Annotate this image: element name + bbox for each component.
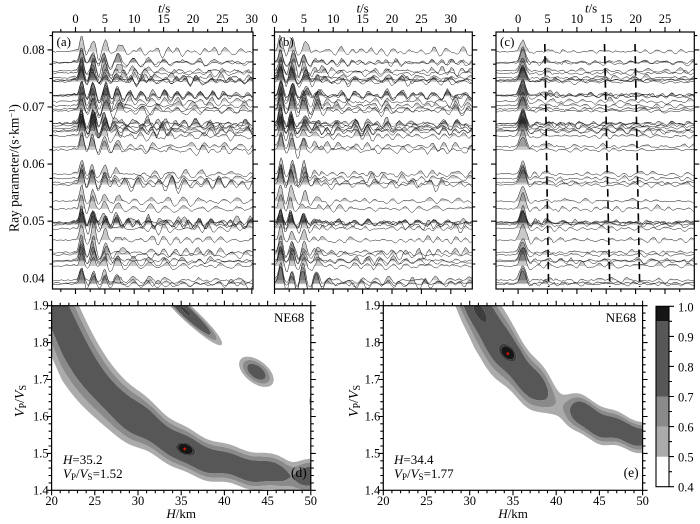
svg-text:1.6: 1.6 <box>365 410 381 424</box>
svg-text:5: 5 <box>301 12 307 26</box>
svg-text:(b): (b) <box>279 34 294 49</box>
svg-text:H/km: H/km <box>497 506 528 521</box>
svg-text:25: 25 <box>216 12 229 26</box>
svg-text:VP/VS: VP/VS <box>13 385 29 417</box>
svg-text:1.4: 1.4 <box>365 483 381 497</box>
svg-text:0.5: 0.5 <box>678 451 694 465</box>
svg-text:Ray parameter/(s·km−1): Ray parameter/(s·km−1) <box>7 104 22 232</box>
svg-text:30: 30 <box>445 12 458 26</box>
svg-text:30: 30 <box>463 494 476 508</box>
svg-text:0.05: 0.05 <box>23 214 45 228</box>
svg-text:50: 50 <box>636 494 649 508</box>
svg-text:VP/VS=1.77: VP/VS=1.77 <box>394 466 454 482</box>
svg-text:0: 0 <box>72 12 78 26</box>
svg-text:25: 25 <box>415 12 428 26</box>
svg-text:1.0: 1.0 <box>678 300 694 314</box>
svg-text:VP/VS: VP/VS <box>347 385 363 417</box>
svg-text:35: 35 <box>507 494 520 508</box>
svg-text:30: 30 <box>132 494 145 508</box>
svg-text:45: 45 <box>261 494 274 508</box>
svg-text:20: 20 <box>629 12 642 26</box>
svg-text:1.9: 1.9 <box>33 299 49 313</box>
svg-text:t/s: t/s <box>585 0 597 15</box>
svg-text:VP/VS=1.52: VP/VS=1.52 <box>63 466 123 482</box>
svg-text:10: 10 <box>327 12 340 26</box>
svg-text:(c): (c) <box>500 34 514 49</box>
svg-text:0: 0 <box>271 12 277 26</box>
svg-text:H=34.4: H=34.4 <box>393 452 434 467</box>
svg-text:0.6: 0.6 <box>678 421 694 435</box>
svg-text:5: 5 <box>544 12 550 26</box>
svg-text:1.7: 1.7 <box>33 373 49 387</box>
svg-text:20: 20 <box>187 12 200 26</box>
svg-text:1.5: 1.5 <box>365 446 381 460</box>
svg-text:1.7: 1.7 <box>365 373 381 387</box>
svg-text:(a): (a) <box>57 34 71 49</box>
svg-text:25: 25 <box>659 12 672 26</box>
svg-text:50: 50 <box>305 494 318 508</box>
svg-text:(e): (e) <box>624 465 639 480</box>
svg-text:35: 35 <box>175 494 188 508</box>
svg-text:t/s: t/s <box>356 0 368 15</box>
svg-text:1.8: 1.8 <box>365 336 381 350</box>
svg-text:30: 30 <box>246 12 259 26</box>
svg-text:0.8: 0.8 <box>678 360 694 374</box>
svg-text:40: 40 <box>550 494 563 508</box>
svg-text:NE68: NE68 <box>274 310 304 325</box>
svg-text:20: 20 <box>377 494 390 508</box>
svg-text:0.9: 0.9 <box>678 330 694 344</box>
svg-text:0.08: 0.08 <box>23 43 45 57</box>
svg-text:H/km: H/km <box>165 506 196 521</box>
svg-text:0: 0 <box>515 12 521 26</box>
svg-text:1.6: 1.6 <box>33 410 49 424</box>
svg-text:1.5: 1.5 <box>33 446 49 460</box>
svg-text:(d): (d) <box>291 465 307 480</box>
svg-text:40: 40 <box>218 494 231 508</box>
svg-text:0.7: 0.7 <box>678 391 694 405</box>
svg-text:0.04: 0.04 <box>23 271 46 285</box>
svg-text:25: 25 <box>89 494 102 508</box>
svg-text:1.9: 1.9 <box>365 299 381 313</box>
svg-text:10: 10 <box>128 12 141 26</box>
svg-text:20: 20 <box>386 12 399 26</box>
svg-text:15: 15 <box>600 12 613 26</box>
svg-text:45: 45 <box>593 494 606 508</box>
svg-text:20: 20 <box>45 494 58 508</box>
svg-text:H=35.2: H=35.2 <box>62 452 102 467</box>
svg-text:0.4: 0.4 <box>678 481 694 495</box>
svg-text:1.4: 1.4 <box>33 483 49 497</box>
svg-text:15: 15 <box>356 12 369 26</box>
svg-text:5: 5 <box>102 12 108 26</box>
svg-text:NE68: NE68 <box>606 310 636 325</box>
svg-text:10: 10 <box>571 12 584 26</box>
svg-text:15: 15 <box>157 12 170 26</box>
svg-text:1.8: 1.8 <box>33 336 49 350</box>
svg-text:0.07: 0.07 <box>23 100 45 114</box>
svg-text:0.06: 0.06 <box>23 157 45 171</box>
svg-text:t/s: t/s <box>158 0 170 15</box>
svg-text:25: 25 <box>420 494 433 508</box>
